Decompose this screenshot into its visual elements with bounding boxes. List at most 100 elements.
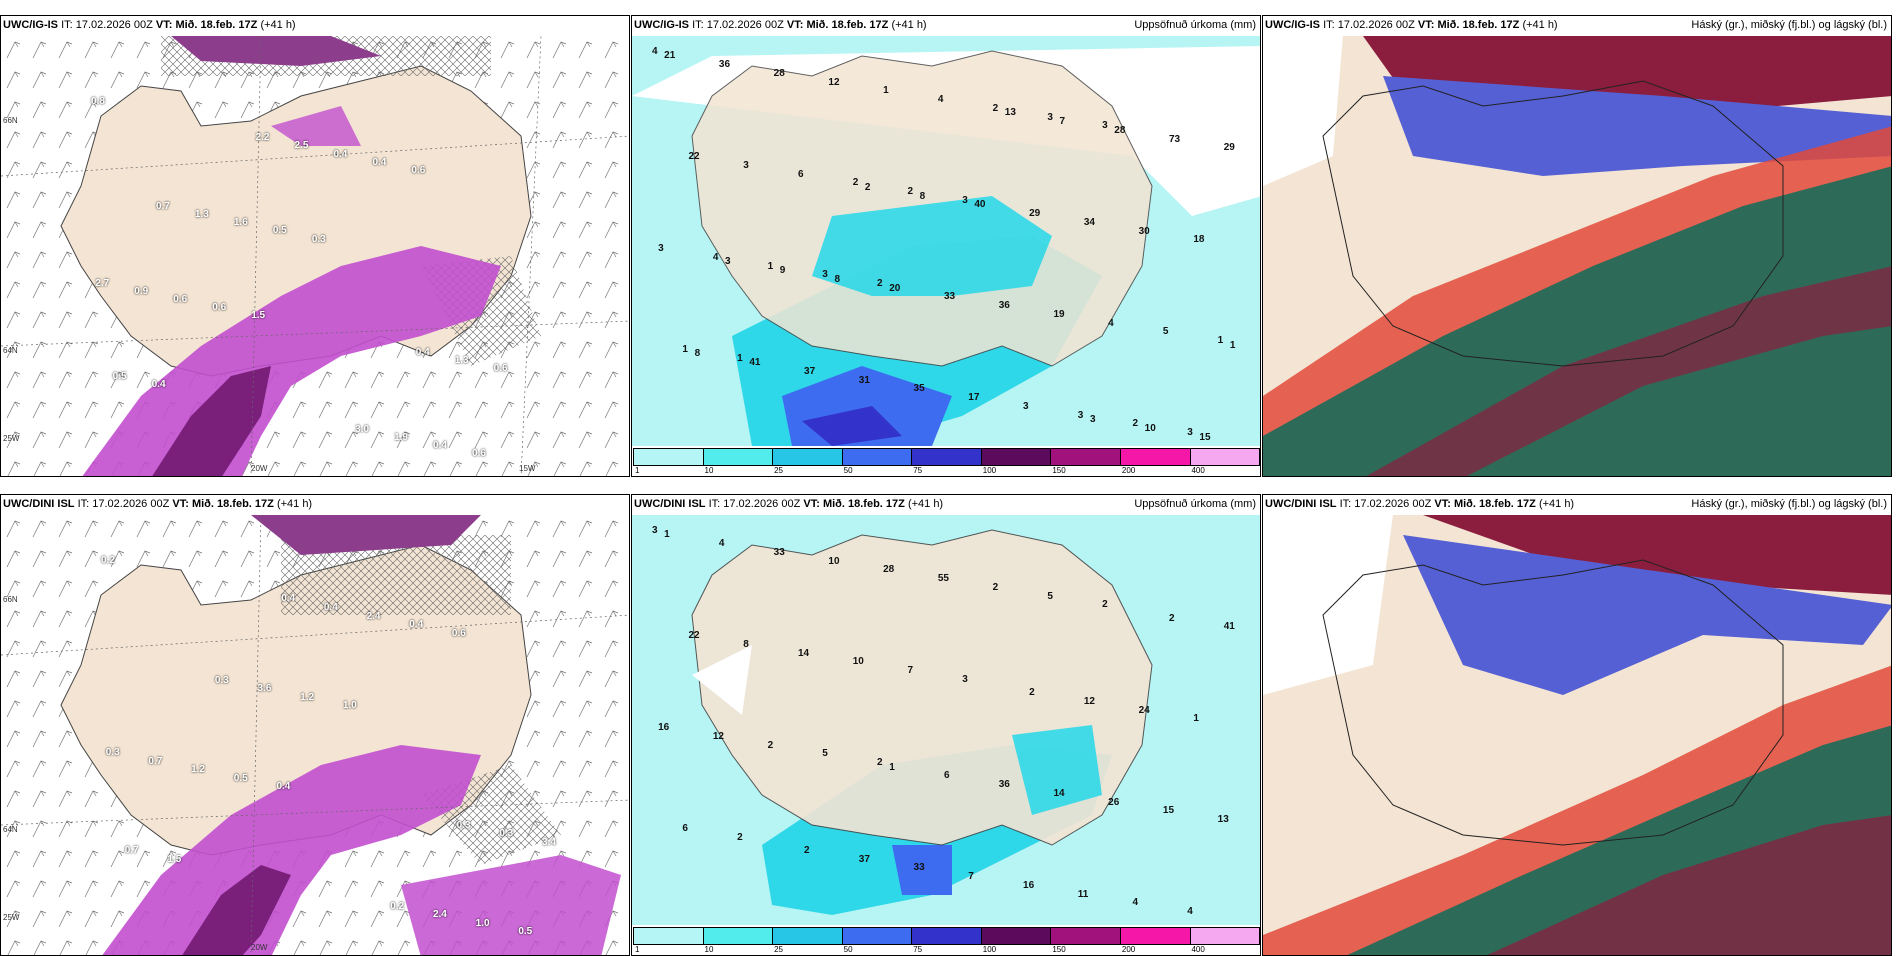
- value-label: 37: [858, 853, 870, 865]
- value-label: 0.7: [124, 845, 139, 857]
- value-label: 8: [834, 273, 841, 285]
- value-label: 20: [889, 282, 901, 294]
- legend-tick-label: 75: [913, 466, 923, 475]
- vt-value: Mið. 18.feb. 17Z: [175, 19, 258, 31]
- vt-label: VT:: [786, 19, 804, 31]
- value-label: 40: [974, 199, 986, 211]
- value-label: 24: [1138, 704, 1150, 716]
- legend-tick-label: 50: [843, 466, 853, 475]
- panel-precip-row2: UWC/DINI ISL IT: 17.02.2026 00Z VT: Mið.…: [631, 494, 1261, 956]
- value-label: 12: [828, 76, 840, 88]
- coord-label: 20W: [251, 464, 268, 473]
- value-label: 2: [1102, 599, 1108, 611]
- legend-tick-label: 10: [704, 466, 714, 475]
- coord-label: 66N: [3, 116, 18, 125]
- value-label: 1.5: [251, 310, 266, 322]
- value-label: 29: [1223, 142, 1235, 154]
- value-label: 73: [1169, 133, 1181, 145]
- lead-time: (+41 h): [260, 19, 296, 31]
- legend-swatch: [981, 928, 1052, 944]
- it-value: 17.02.2026 00Z: [1337, 19, 1415, 31]
- legend-tick-label: 200: [1121, 466, 1136, 475]
- value-label: 3.4: [542, 836, 556, 848]
- value-label: 2: [864, 181, 871, 193]
- lead-time: (+41 h): [276, 498, 313, 510]
- value-label: 2: [1169, 612, 1175, 624]
- value-label: 2: [992, 581, 999, 593]
- value-label: 33: [943, 291, 956, 303]
- value-label: 2.4: [432, 909, 447, 921]
- vt-value: Mið. 18.feb. 17Z: [822, 498, 905, 510]
- it-label: IT:: [77, 498, 90, 510]
- value-label: 33: [913, 862, 925, 874]
- value-label: 0.3: [214, 674, 229, 686]
- value-label: 28: [773, 67, 785, 79]
- value-label: 18: [1193, 234, 1205, 246]
- value-label: 4: [652, 46, 658, 57]
- it-value: 17.02.2026 00Z: [1354, 498, 1432, 510]
- value-label: 9: [779, 265, 786, 277]
- value-label: 1: [1229, 339, 1236, 351]
- coord-label: 25W: [3, 913, 20, 922]
- value-label: 1: [682, 343, 688, 355]
- value-label: 7: [1059, 116, 1066, 128]
- panel-header: UWC/DINI ISL IT: 17.02.2026 00Z VT: Mið.…: [634, 498, 943, 510]
- legend-swatch: [981, 449, 1052, 465]
- vt-label: VT:: [1417, 19, 1435, 31]
- cloud-map: [1263, 515, 1891, 955]
- it-value: 17.02.2026 00Z: [723, 498, 801, 510]
- value-label: 2.2: [255, 132, 270, 144]
- value-label: 3: [1187, 427, 1193, 439]
- value-label: 8: [919, 190, 926, 202]
- value-label: 33: [773, 546, 785, 558]
- legend-tick-label: 150: [1052, 466, 1066, 475]
- legend-tick-label: 1: [635, 466, 640, 475]
- value-label: 6: [797, 168, 804, 180]
- vt-label: VT:: [1434, 498, 1451, 510]
- value-label: 0.5: [112, 371, 127, 383]
- panel-title: Háský (gr.), miðský (fj.bl.) og lágský (…: [1691, 498, 1887, 510]
- precip-map: [632, 515, 1260, 925]
- value-label: 3: [1077, 409, 1084, 421]
- vt-value: Mið. 18.feb. 17Z: [806, 19, 889, 31]
- value-label: 1: [1217, 335, 1224, 347]
- legend-swatch: [912, 449, 982, 465]
- legend-swatch: [773, 928, 843, 944]
- vt-value: Mið. 18.feb. 17Z: [191, 498, 274, 510]
- value-label: 0.3: [499, 828, 514, 840]
- value-label: 3: [822, 269, 828, 281]
- value-label: 0.6: [411, 164, 426, 176]
- vt-label: VT:: [172, 498, 189, 510]
- value-label: 1: [889, 761, 895, 773]
- value-label: 2: [804, 844, 810, 856]
- value-label: 5: [1162, 326, 1169, 338]
- value-label: 12: [712, 730, 724, 742]
- precip-legend: 1 10 25 50 75 100 150 200 400: [633, 927, 1260, 954]
- legend-swatch: [703, 928, 774, 944]
- value-label: 10: [852, 656, 864, 668]
- value-label: 11: [1077, 888, 1089, 900]
- panel-cloud-row2: UWC/DINI ISL IT: 17.02.2026 00Z VT: Mið.…: [1262, 494, 1892, 956]
- value-label: 19: [1053, 308, 1065, 320]
- it-label: IT:: [692, 19, 704, 31]
- value-label: 6: [682, 822, 688, 834]
- value-label: 1: [1193, 713, 1199, 725]
- value-label: 16: [1023, 879, 1035, 891]
- it-label: IT:: [708, 498, 721, 510]
- value-label: 14: [1053, 787, 1065, 799]
- legend-swatch: [634, 928, 704, 944]
- value-label: 4: [718, 538, 725, 550]
- value-label: 22: [688, 630, 700, 642]
- legend-swatch: [1190, 449, 1260, 465]
- value-label: 0.3: [456, 819, 471, 831]
- value-label: 3: [1023, 400, 1029, 412]
- coord-label: 20W: [251, 943, 268, 952]
- value-label: 0.4: [276, 781, 291, 793]
- legend-swatch: [1120, 449, 1191, 465]
- value-label: 8: [743, 638, 749, 650]
- value-label: 41: [1223, 621, 1235, 633]
- value-label: 30: [1138, 225, 1150, 237]
- value-label: 0.7: [148, 755, 163, 767]
- value-label: 0.8: [91, 96, 105, 107]
- value-label: 36: [998, 300, 1010, 312]
